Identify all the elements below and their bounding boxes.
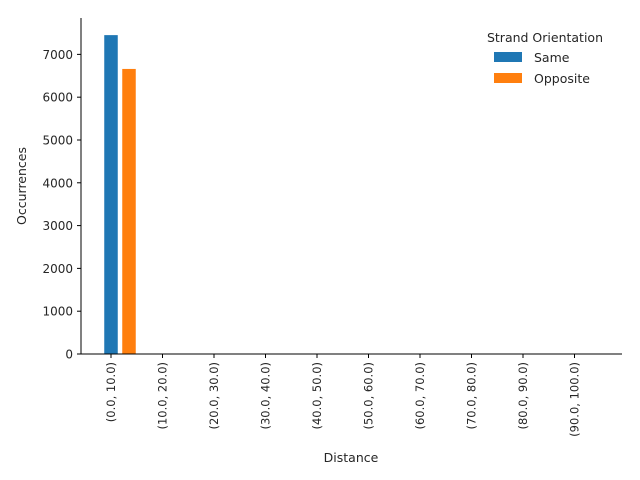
legend-label-same: Same bbox=[534, 50, 570, 65]
x-tick-label: (30.0, 40.0) bbox=[259, 362, 273, 430]
x-tick-label: (40.0, 50.0) bbox=[310, 362, 324, 430]
bars-layer bbox=[104, 35, 136, 355]
legend-label-opposite: Opposite bbox=[534, 71, 590, 86]
y-tick-label: 0 bbox=[65, 348, 73, 362]
x-tick-label: (70.0, 80.0) bbox=[465, 362, 479, 430]
bar-same-0 bbox=[104, 35, 118, 355]
x-tick-label: (90.0, 100.0) bbox=[568, 362, 582, 437]
axes-layer bbox=[80, 18, 622, 355]
legend-swatch-same bbox=[494, 52, 522, 62]
x-tick-label: (50.0, 60.0) bbox=[362, 362, 376, 430]
legend-items: Same Opposite bbox=[494, 50, 590, 86]
y-tick-label: 1000 bbox=[42, 305, 73, 319]
y-tick-label: 4000 bbox=[42, 176, 73, 190]
y-tick-label: 7000 bbox=[42, 48, 73, 62]
x-axis-label: Distance bbox=[324, 450, 379, 465]
y-tick-label: 6000 bbox=[42, 91, 73, 105]
x-tick-label: (80.0, 90.0) bbox=[516, 362, 530, 430]
y-ticks: 0 1000 2000 3000 4000 5000 6000 7000 bbox=[42, 48, 81, 362]
x-tick-label: (0.0, 10.0) bbox=[104, 362, 118, 422]
y-tick-label: 3000 bbox=[42, 219, 73, 233]
bar-opposite-0 bbox=[122, 68, 136, 354]
x-tick-label: (60.0, 70.0) bbox=[413, 362, 427, 430]
legend-swatch-opposite bbox=[494, 73, 522, 83]
y-axis-label: Occurrences bbox=[14, 147, 29, 225]
y-tick-label: 5000 bbox=[42, 133, 73, 147]
x-tick-label: (10.0, 20.0) bbox=[156, 362, 170, 430]
x-ticks: (0.0, 10.0) (10.0, 20.0) (20.0, 30.0) (30.0… bbox=[104, 354, 582, 437]
x-tick-label: (20.0, 30.0) bbox=[207, 362, 221, 430]
y-tick-label: 2000 bbox=[42, 262, 73, 276]
legend: Strand Orientation Same Opposite bbox=[487, 30, 603, 86]
legend-title: Strand Orientation bbox=[487, 30, 603, 45]
